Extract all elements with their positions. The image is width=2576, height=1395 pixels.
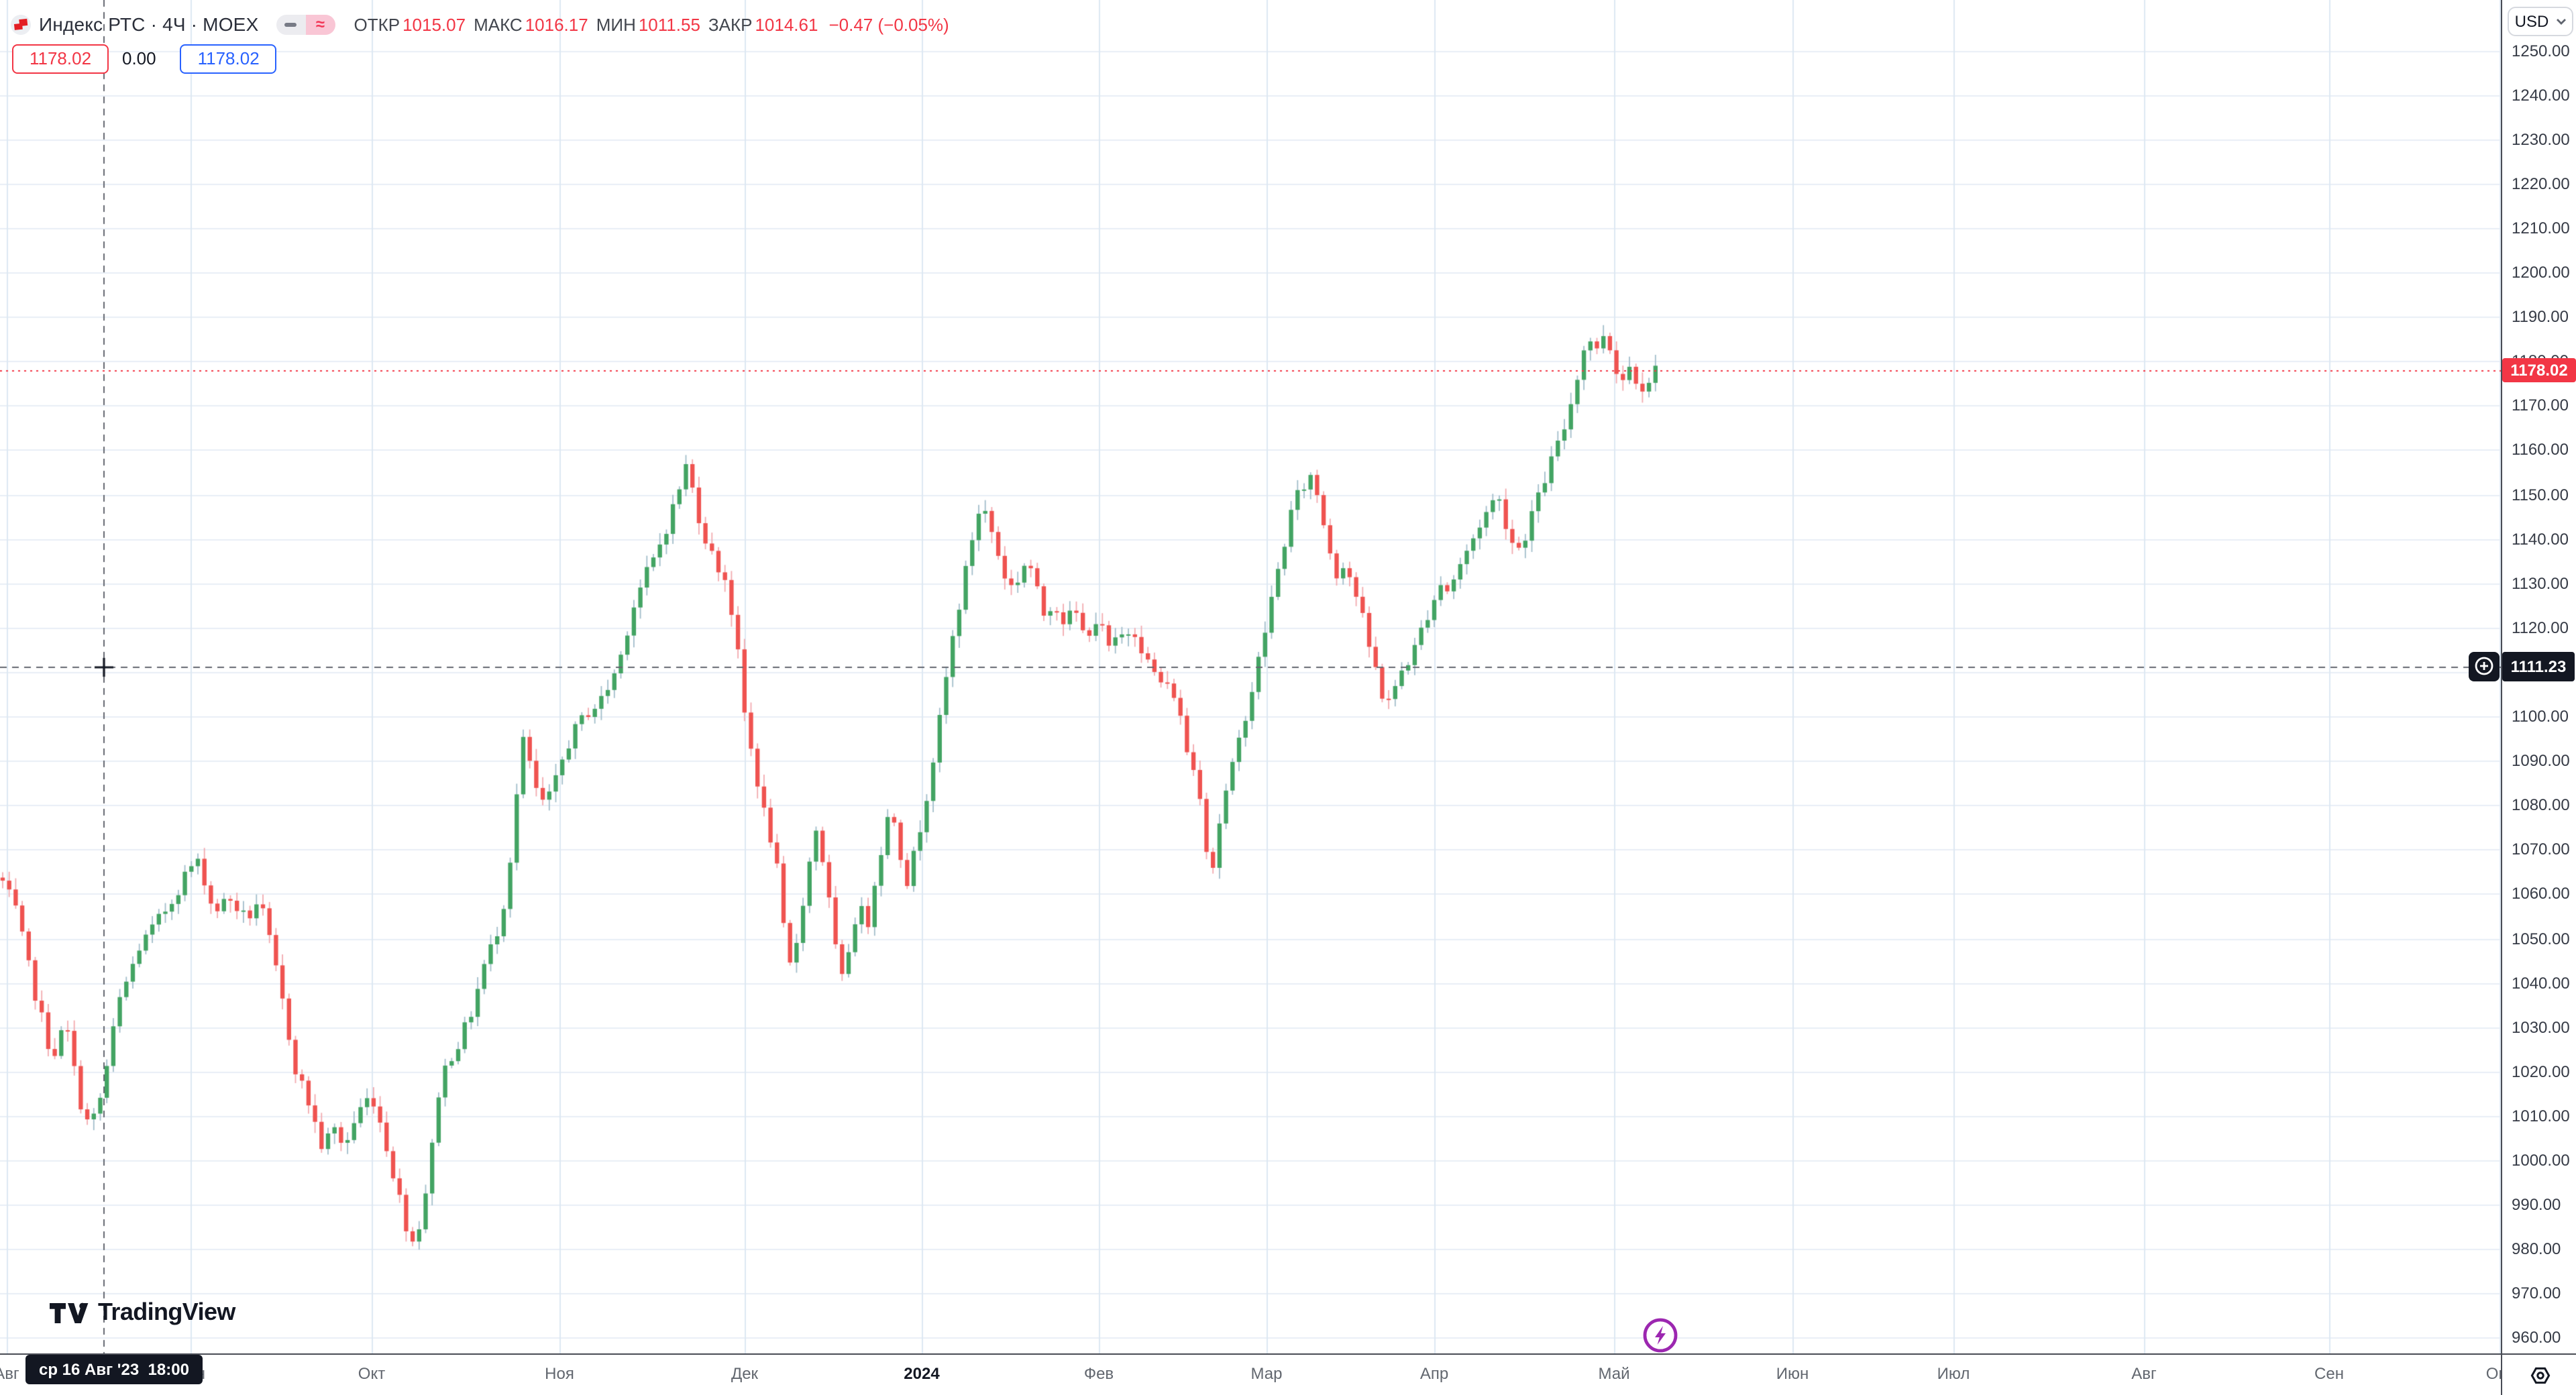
price-axis-label: 1140.00 xyxy=(2512,529,2569,549)
price-tag-blue[interactable]: 1178.02 xyxy=(180,44,277,73)
price-axis-label: 1170.00 xyxy=(2512,396,2569,415)
time-axis-label: Дек xyxy=(731,1364,759,1383)
price-axis-label: 1120.00 xyxy=(2512,618,2569,637)
price-axis-label: 1000.00 xyxy=(2512,1151,2570,1170)
events-lightning-icon[interactable] xyxy=(1642,1317,1678,1353)
close-label: ЗАКР xyxy=(708,14,753,34)
hide-indicator-icon[interactable] xyxy=(276,14,306,34)
symbol-title[interactable]: Индекс РТС · 4Ч · MOEX xyxy=(39,13,259,35)
time-axis-label: 2024 xyxy=(904,1364,940,1383)
price-axis-label: 1050.00 xyxy=(2512,929,2570,948)
crosshair-price-badge: 1111.23 xyxy=(2502,651,2575,681)
time-axis-label: Авг xyxy=(0,1364,19,1383)
price-axis-label: 1160.00 xyxy=(2512,440,2569,459)
low-label: МИН xyxy=(596,14,636,34)
source-toggle[interactable]: ≈ xyxy=(276,14,335,34)
price-axis-label: 1020.00 xyxy=(2512,1062,2570,1081)
open-value: 1015.07 xyxy=(402,14,466,34)
price-axis-label: 1090.00 xyxy=(2512,751,2570,771)
symbol-logo-icon xyxy=(11,14,31,34)
time-axis-label: Мар xyxy=(1250,1364,1283,1383)
currency-selector-button[interactable]: USD xyxy=(2508,7,2573,36)
similar-indicator-icon[interactable]: ≈ xyxy=(305,14,335,34)
price-axis[interactable]: USD 1250.00 1240.00 1230.00 1220.00 1210.00 1… xyxy=(2501,0,2576,1395)
price-axis-label: 1030.00 xyxy=(2512,1017,2570,1037)
price-axis-label: 1220.00 xyxy=(2512,174,2570,193)
price-axis-label: 1230.00 xyxy=(2512,129,2570,149)
close-value: 1014.61 xyxy=(755,14,818,34)
price-axis-label: 1210.00 xyxy=(2512,218,2570,237)
plus-circle-icon xyxy=(2475,657,2493,676)
low-value: 1011.55 xyxy=(638,14,700,34)
price-axis-label: 1240.00 xyxy=(2512,85,2570,105)
time-axis-label: Окт xyxy=(358,1364,386,1383)
open-label: ОТКР xyxy=(354,14,400,34)
zero-value: 0.00 xyxy=(122,48,156,68)
crosshair-time-badge: ср 16 Авг '23 18:00 xyxy=(25,1355,203,1384)
high-value: 1016.17 xyxy=(525,14,588,34)
time-axis-label: Окт xyxy=(2485,1364,2501,1383)
price-axis-label: 1100.00 xyxy=(2512,707,2569,726)
price-axis-label: 1060.00 xyxy=(2512,884,2570,903)
price-axis-label: 960.00 xyxy=(2512,1328,2561,1347)
currency-label: USD xyxy=(2514,12,2549,31)
add-alert-button[interactable] xyxy=(2469,651,2500,681)
price-axis-label: 980.00 xyxy=(2512,1239,2561,1259)
time-axis-label: Ноя xyxy=(545,1364,574,1383)
price-axis-label: 1190.00 xyxy=(2512,307,2569,327)
price-axis-label: 1070.00 xyxy=(2512,840,2570,859)
time-axis-label: Фев xyxy=(1083,1364,1114,1383)
change-value: −0.47 (−0.05%) xyxy=(828,14,949,34)
axis-settings-corner[interactable] xyxy=(2501,1353,2576,1395)
price-axis-label: 970.00 xyxy=(2512,1284,2561,1303)
tradingview-wordmark: TradingView xyxy=(98,1298,235,1325)
price-tags-row: 1178.02 0.00 1178.02 xyxy=(12,43,277,74)
tradingview-logo-icon xyxy=(50,1302,89,1323)
tradingview-watermark[interactable]: TradingView xyxy=(50,1298,235,1327)
time-axis-label: Сен xyxy=(2314,1364,2344,1383)
price-tag-red[interactable]: 1178.02 xyxy=(12,44,109,73)
time-axis-label: Апр xyxy=(1419,1364,1449,1383)
last-price-badge[interactable]: 1178.02 xyxy=(2502,357,2576,382)
time-axis-label: Авг xyxy=(2131,1364,2157,1383)
price-axis-label: 1080.00 xyxy=(2512,795,2570,815)
time-axis-label: Май xyxy=(1598,1364,1630,1383)
price-axis-label: 990.00 xyxy=(2512,1195,2561,1215)
candlestick-chart-pane[interactable] xyxy=(0,0,2501,1353)
chevron-down-icon xyxy=(2556,18,2566,24)
ohlc-readout: ОТКР 1015.07 МАКС 1016.17 МИН 1011.55 ЗА… xyxy=(354,14,949,34)
price-axis-label: 1040.00 xyxy=(2512,973,2570,993)
price-axis-label: 1250.00 xyxy=(2512,41,2570,60)
price-axis-label: 1150.00 xyxy=(2512,485,2569,504)
high-label: МАКС xyxy=(474,14,523,34)
price-axis-label: 1130.00 xyxy=(2512,573,2569,593)
gear-icon xyxy=(2530,1367,2550,1384)
price-axis-label: 1010.00 xyxy=(2512,1106,2570,1125)
price-axis-label: 1200.00 xyxy=(2512,263,2570,282)
time-axis[interactable]: Авг Сен Окт Ноя Дек 2024 Фев Мар Апр Май Июн Июл Авг… xyxy=(0,1353,2501,1395)
time-axis-label: Июн xyxy=(1776,1364,1809,1383)
time-axis-label: Июл xyxy=(1937,1364,1970,1383)
chart-legend: Индекс РТС · 4Ч · MOEX ≈ ОТКР 1015.07 МА… xyxy=(11,9,949,39)
